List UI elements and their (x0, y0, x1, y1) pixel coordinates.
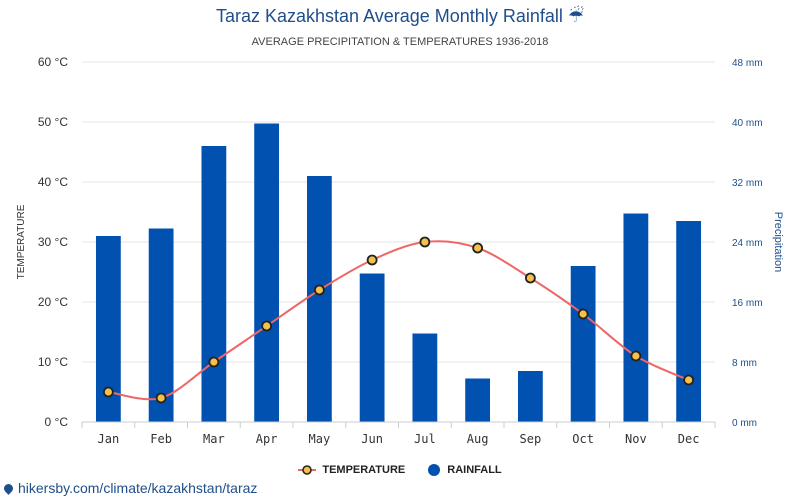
temperature-point (313, 284, 325, 296)
y-axis-title-left: TEMPERATURE (16, 204, 27, 279)
x-tick-label: Jan (98, 432, 120, 446)
rainfall-bar (412, 333, 438, 422)
temperature-point (208, 356, 220, 368)
x-tick-label: May (309, 432, 331, 446)
temperature-line (108, 240, 690, 401)
x-tick-label: Sep (520, 432, 542, 446)
rainfall-bar (201, 146, 227, 422)
rainfall-bar (676, 221, 702, 422)
legend-label-temperature: TEMPERATURE (322, 464, 406, 476)
chart-subtitle: AVERAGE PRECIPITATION & TEMPERATURES 193… (251, 36, 549, 48)
y-tick-label-right: 24 mm (732, 238, 763, 249)
rainfall-bar (148, 228, 174, 422)
x-tick-label: Oct (572, 432, 594, 446)
rainfall-bar (465, 378, 491, 422)
x-tick-label: Jun (361, 432, 383, 446)
rainfall-bar (306, 176, 332, 422)
x-tick-label: Jul (414, 432, 436, 446)
y-tick-label-left: 10 °C (38, 355, 68, 369)
y-tick-label-left: 40 °C (38, 175, 68, 189)
temperature-point (155, 392, 167, 404)
temperature-point (366, 254, 378, 266)
y-tick-label-right: 8 mm (732, 358, 757, 369)
y-tick-label-left: 0 °C (45, 415, 69, 429)
rainfall-bar (359, 273, 385, 422)
temperature-point (261, 320, 273, 332)
chart-title: Taraz Kazakhstan Average Monthly Rainfal… (0, 6, 800, 27)
y-tick-label-right: 0 mm (732, 418, 757, 429)
temperature-point (102, 386, 114, 398)
x-tick-label: Dec (678, 432, 700, 446)
y-tick-label-right: 40 mm (732, 118, 763, 129)
rainfall-bar (570, 266, 596, 422)
y-tick-label-right: 48 mm (732, 58, 763, 69)
map-pin-icon (2, 481, 15, 495)
x-tick-label: Aug (467, 432, 489, 446)
x-tick-label: Mar (203, 432, 225, 446)
temperature-point (683, 374, 695, 386)
y-tick-label-right: 32 mm (732, 178, 763, 189)
temperature-point (630, 350, 642, 362)
x-tick-label: Nov (625, 432, 647, 446)
temperature-point (472, 242, 484, 254)
y-tick-label-left: 50 °C (38, 115, 68, 129)
x-tick-label: Feb (150, 432, 172, 446)
source-link[interactable]: hikersby.com/climate/kazakhstan/taraz (2, 480, 258, 496)
umbrella-rain-icon: ☔ (567, 6, 585, 26)
temperature-point (577, 308, 589, 320)
rainfall-legend-marker (428, 464, 441, 476)
temperature-point (419, 236, 431, 248)
legend-item-rainfall[interactable]: RAINFALL (427, 463, 502, 477)
y-axis-title-right: Precipitation (772, 212, 784, 273)
legend: TEMPERATURE RAINFALL (0, 463, 800, 477)
rainfall-bar (254, 123, 280, 422)
chart-title-text: Taraz Kazakhstan Average Monthly Rainfal… (215, 6, 563, 26)
y-tick-label-left: 20 °C (38, 295, 68, 309)
source-link-text: hikersby.com/climate/kazakhstan/taraz (18, 480, 258, 496)
y-tick-label-right: 16 mm (732, 298, 763, 309)
rainfall-bar (623, 213, 649, 422)
legend-label-rainfall: RAINFALL (447, 464, 502, 476)
y-tick-label-left: 30 °C (38, 235, 68, 249)
temperature-legend-marker (298, 465, 317, 475)
x-tick-label: Apr (256, 432, 278, 446)
temperature-point (524, 272, 536, 284)
legend-item-temperature[interactable]: TEMPERATURE (298, 463, 405, 477)
rainfall-bar (517, 371, 543, 422)
y-tick-label-left: 60 °C (38, 55, 68, 69)
